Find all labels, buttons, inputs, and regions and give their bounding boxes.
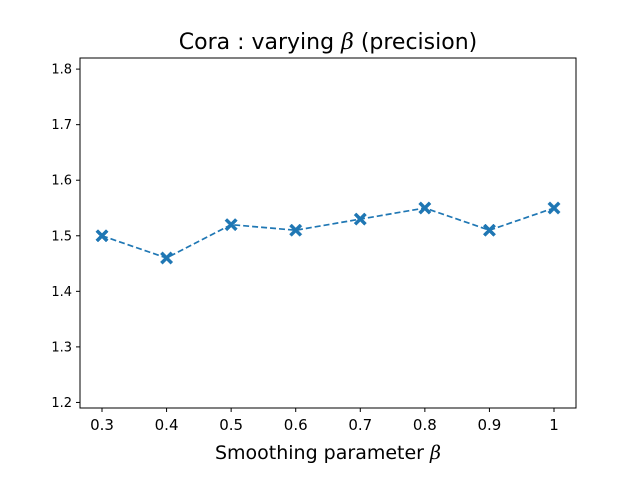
data-point-marker — [418, 201, 432, 215]
data-point-marker — [160, 251, 174, 265]
data-point-marker — [547, 201, 561, 215]
y-tick-label: 1.8 — [51, 63, 72, 78]
data-point-marker — [95, 229, 109, 243]
x-tick-label: 0.8 — [413, 416, 437, 434]
y-axis: 1.2 1.3 1.4 1.5 1.6 1.7 1.8 — [51, 63, 80, 411]
x-tick-label: 0.7 — [348, 416, 372, 434]
x-tick-label: 0.3 — [90, 416, 114, 434]
x-tick-label: 0.9 — [477, 416, 501, 434]
data-point-marker — [482, 223, 496, 237]
x-axis: 0.3 0.4 0.5 0.6 0.7 0.8 0.9 1 — [90, 408, 559, 434]
series-line — [101, 207, 555, 259]
x-tick-label: 1 — [549, 416, 559, 434]
data-point-marker — [289, 223, 303, 237]
chart-title: Cora : varying β (precision) — [179, 30, 477, 55]
series-layer — [95, 201, 561, 265]
y-tick-label: 1.4 — [51, 285, 72, 300]
y-tick-label: 1.3 — [51, 340, 72, 355]
y-tick-label: 1.2 — [51, 396, 72, 411]
x-tick-label: 0.6 — [284, 416, 308, 434]
x-axis-label: Smoothing parameter β — [215, 442, 441, 464]
x-tick-label: 0.4 — [155, 416, 179, 434]
data-point-marker — [224, 218, 238, 232]
x-tick-label: 0.5 — [219, 416, 243, 434]
plot-area — [80, 58, 576, 408]
y-tick-label: 1.7 — [51, 118, 72, 133]
y-tick-label: 1.6 — [51, 174, 72, 189]
plot-frame — [79, 57, 577, 409]
y-tick-label: 1.5 — [51, 229, 72, 244]
data-point-marker — [353, 212, 367, 226]
